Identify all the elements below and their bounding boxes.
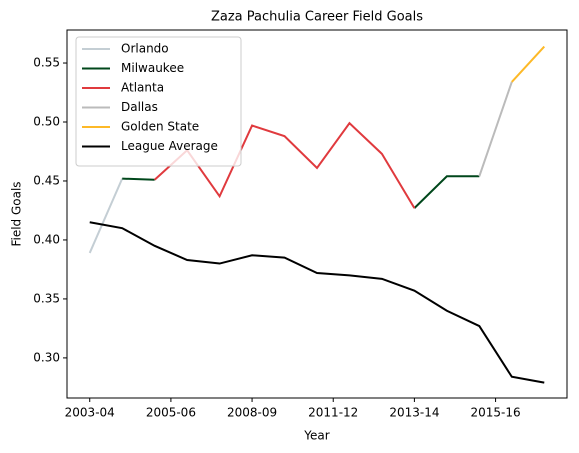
- legend-label: Golden State: [121, 120, 199, 134]
- y-tick-label: 0.30: [33, 350, 60, 364]
- legend-label: League Average: [121, 139, 218, 153]
- x-tick-label: 2008-09: [227, 406, 277, 420]
- x-tick-label: 2003-04: [65, 406, 115, 420]
- series-line: [89, 221, 545, 384]
- plot-frame: [66, 29, 568, 399]
- series-line: [88, 178, 124, 254]
- legend-label: Milwaukee: [121, 61, 184, 75]
- y-tick-label: 0.45: [33, 173, 60, 187]
- legend-box: [75, 36, 242, 167]
- series-line: [511, 45, 546, 83]
- x-tick-label: 2013-14: [389, 406, 439, 420]
- legend-label: Atlanta: [121, 81, 164, 95]
- x-tick-label: 2005-06: [146, 406, 196, 420]
- y-tick-label: 0.40: [33, 232, 60, 246]
- x-axis-label: Year: [303, 429, 329, 443]
- y-tick-label: 0.55: [33, 56, 60, 70]
- y-axis-label: Field Goals: [10, 181, 24, 246]
- chart-title: Zaza Pachulia Career Field Goals: [211, 10, 423, 25]
- x-tick-label: 2011-12: [308, 406, 358, 420]
- series-line: [122, 175, 480, 209]
- series-line: [478, 81, 513, 177]
- legend-label: Dallas: [121, 100, 158, 114]
- x-tick-label: 2015-16: [471, 406, 521, 420]
- y-tick-label: 0.50: [33, 115, 60, 129]
- y-tick-label: 0.35: [33, 291, 60, 305]
- legend-label: Orlando: [121, 42, 169, 56]
